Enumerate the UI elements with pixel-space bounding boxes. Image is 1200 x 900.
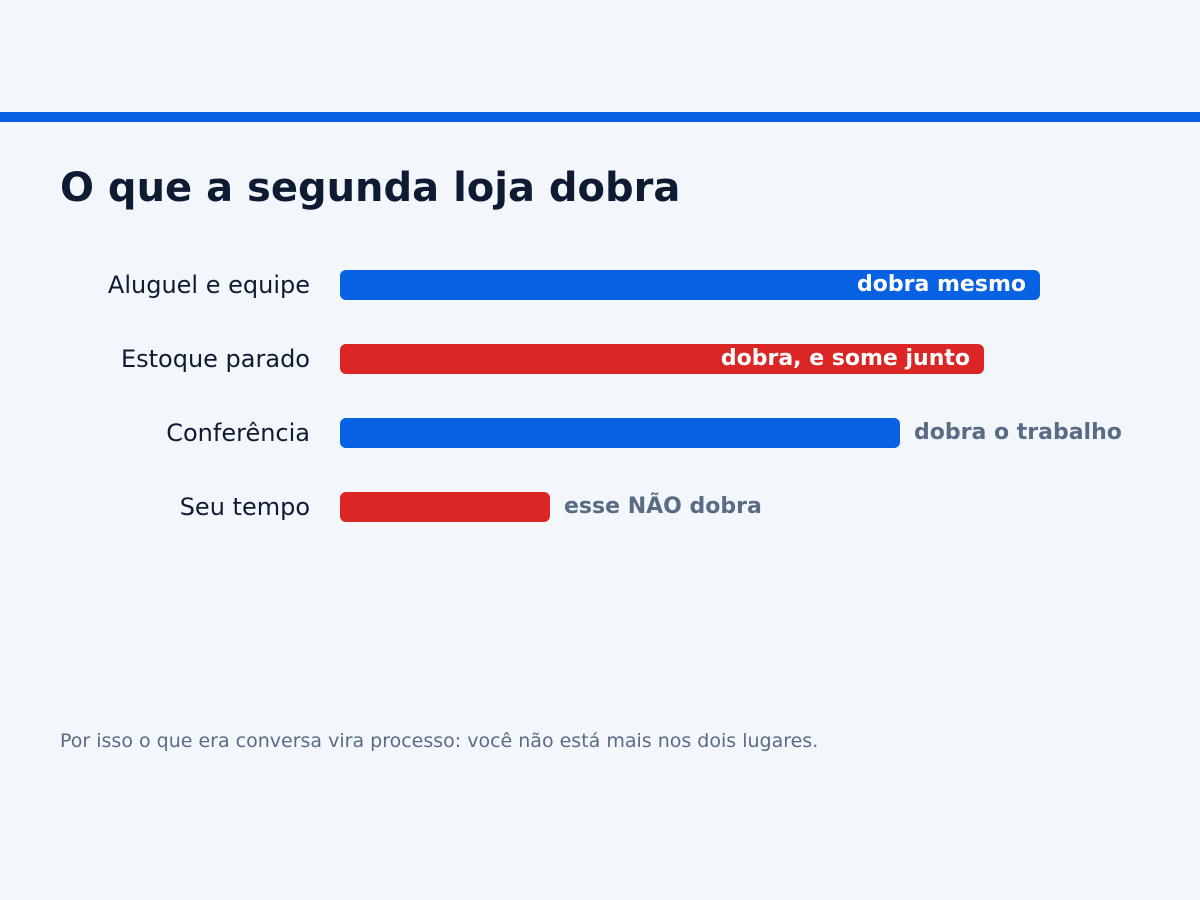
data-label: esse NÃO dobra: [564, 494, 762, 519]
data-label: dobra mesmo: [857, 272, 1026, 297]
category-label: Aluguel e equipe: [107, 271, 310, 299]
footnote: Por isso o que era conversa vira process…: [60, 730, 819, 752]
bar: [340, 270, 1040, 300]
category-label: Seu tempo: [179, 493, 310, 521]
data-label: dobra o trabalho: [914, 420, 1122, 445]
category-label: Conferência: [166, 419, 310, 447]
chart-title: O que a segunda loja dobra: [60, 165, 681, 211]
category-label: Estoque parado: [120, 345, 310, 373]
bar: [340, 344, 984, 374]
top-accent-rule: [0, 112, 1200, 122]
bar: [340, 418, 900, 448]
data-label: dobra, e some junto: [720, 346, 970, 371]
bar: [340, 492, 550, 522]
